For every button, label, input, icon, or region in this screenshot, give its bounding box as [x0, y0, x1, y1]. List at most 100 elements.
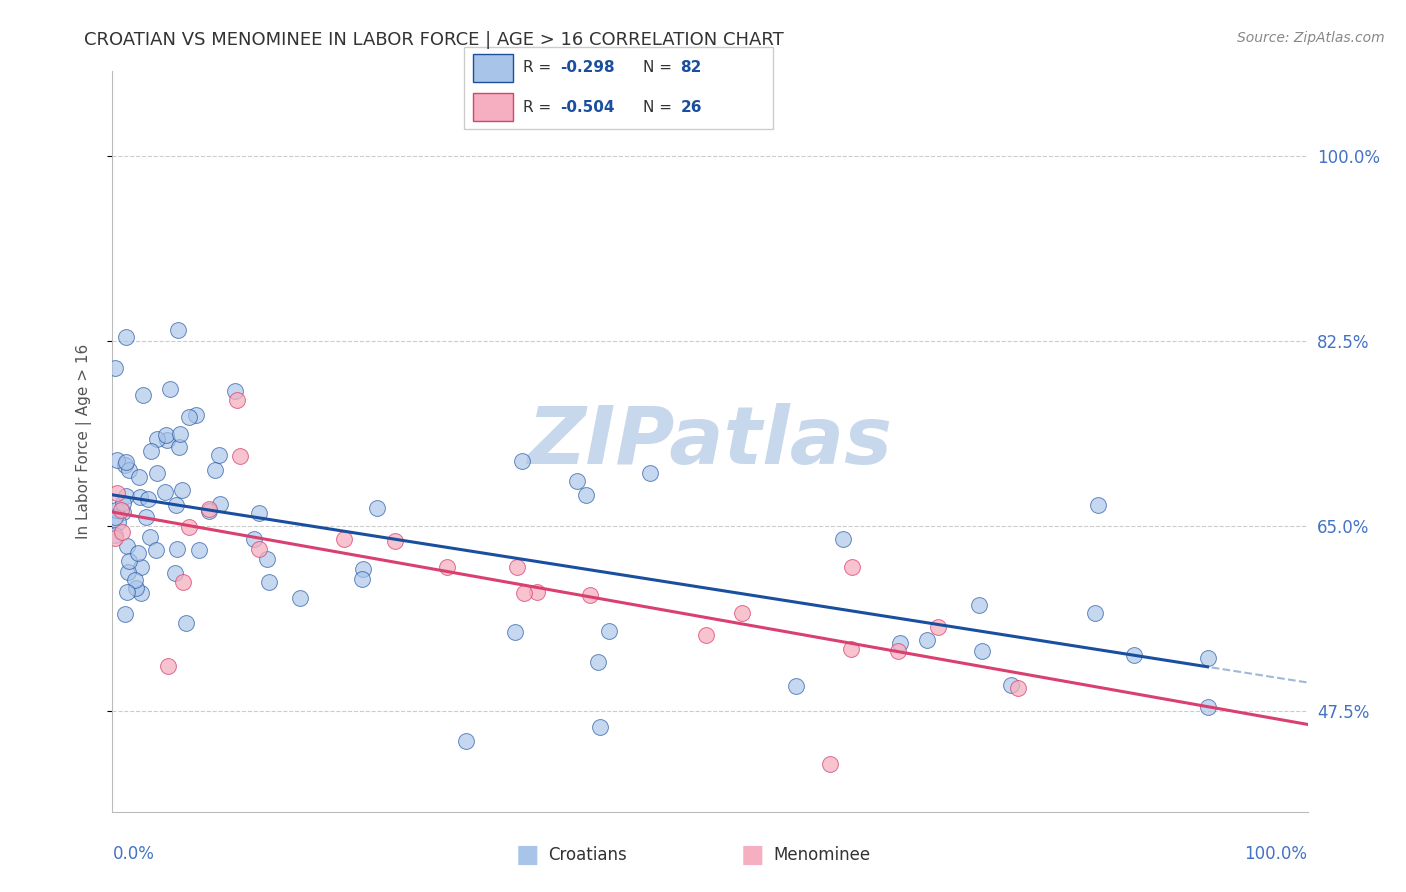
- Text: N =: N =: [644, 100, 678, 115]
- Point: [166, 541, 188, 556]
- Point: [155, 427, 177, 442]
- Point: [156, 659, 179, 673]
- Point: [1197, 651, 1219, 665]
- Point: [146, 432, 169, 446]
- Text: 0.0%: 0.0%: [112, 845, 155, 863]
- Point: [156, 433, 179, 447]
- Point: [638, 466, 661, 480]
- Bar: [474, 54, 513, 82]
- Point: [598, 624, 620, 638]
- Point: [132, 388, 155, 402]
- Point: [247, 541, 270, 556]
- Point: [115, 330, 138, 344]
- Point: [174, 616, 197, 631]
- Bar: [474, 94, 513, 121]
- Point: [512, 453, 534, 467]
- Point: [915, 633, 938, 648]
- Point: [257, 575, 280, 590]
- Point: [111, 525, 134, 540]
- Point: [436, 559, 458, 574]
- Point: [927, 620, 949, 634]
- Point: [167, 441, 190, 455]
- Point: [117, 554, 139, 568]
- Point: [967, 599, 990, 613]
- Point: [128, 469, 150, 483]
- Point: [841, 560, 863, 574]
- Text: ■: ■: [516, 843, 538, 866]
- Point: [104, 361, 127, 376]
- Point: [832, 533, 855, 547]
- Point: [114, 489, 136, 503]
- Point: [1123, 648, 1146, 662]
- Text: 100.0%: 100.0%: [1244, 845, 1308, 863]
- Point: [115, 539, 138, 553]
- Point: [115, 454, 138, 468]
- Text: 26: 26: [681, 100, 702, 115]
- Point: [290, 591, 312, 606]
- Point: [586, 655, 609, 669]
- Point: [145, 467, 167, 481]
- Point: [153, 484, 176, 499]
- Point: [118, 463, 141, 477]
- Point: [186, 408, 208, 422]
- Point: [887, 643, 910, 657]
- Point: [110, 502, 132, 516]
- Point: [247, 506, 270, 520]
- Text: N =: N =: [644, 61, 678, 75]
- Point: [129, 586, 152, 600]
- Point: [145, 543, 167, 558]
- Text: R =: R =: [523, 100, 555, 115]
- Point: [589, 720, 612, 734]
- Point: [165, 498, 187, 512]
- Point: [352, 572, 374, 586]
- Point: [454, 734, 477, 748]
- Point: [124, 573, 146, 587]
- Point: [506, 560, 529, 574]
- Point: [172, 575, 194, 590]
- Point: [104, 528, 127, 542]
- Point: [112, 496, 135, 510]
- Text: ■: ■: [741, 843, 763, 866]
- Text: CROATIAN VS MENOMINEE IN LABOR FORCE | AGE > 16 CORRELATION CHART: CROATIAN VS MENOMINEE IN LABOR FORCE | A…: [84, 31, 785, 49]
- Point: [138, 491, 160, 506]
- Point: [503, 624, 526, 639]
- Point: [785, 679, 807, 693]
- Point: [163, 566, 186, 581]
- Point: [115, 585, 138, 599]
- Point: [526, 585, 548, 599]
- Point: [229, 450, 252, 464]
- Point: [839, 642, 862, 657]
- Point: [159, 382, 181, 396]
- Point: [818, 757, 841, 772]
- Point: [889, 635, 911, 649]
- Text: Menominee: Menominee: [773, 846, 870, 863]
- Point: [104, 532, 127, 546]
- Point: [112, 505, 135, 519]
- Point: [177, 410, 200, 425]
- Point: [578, 588, 600, 602]
- Point: [731, 607, 754, 621]
- Point: [384, 533, 406, 548]
- Point: [107, 515, 129, 529]
- Point: [114, 458, 136, 472]
- Point: [124, 581, 146, 595]
- Point: [198, 504, 221, 518]
- Point: [972, 643, 994, 657]
- Point: [129, 491, 152, 505]
- Point: [243, 532, 266, 546]
- Point: [139, 530, 162, 544]
- Point: [204, 463, 226, 477]
- Text: ZIPatlas: ZIPatlas: [527, 402, 893, 481]
- Point: [256, 551, 278, 566]
- Point: [172, 483, 194, 497]
- Point: [129, 559, 152, 574]
- Text: -0.298: -0.298: [560, 61, 614, 75]
- Point: [135, 510, 157, 524]
- Point: [198, 501, 221, 516]
- Point: [105, 486, 128, 500]
- Point: [1007, 681, 1029, 695]
- Point: [105, 453, 128, 467]
- Text: 82: 82: [681, 61, 702, 75]
- Point: [575, 488, 598, 502]
- Point: [188, 542, 211, 557]
